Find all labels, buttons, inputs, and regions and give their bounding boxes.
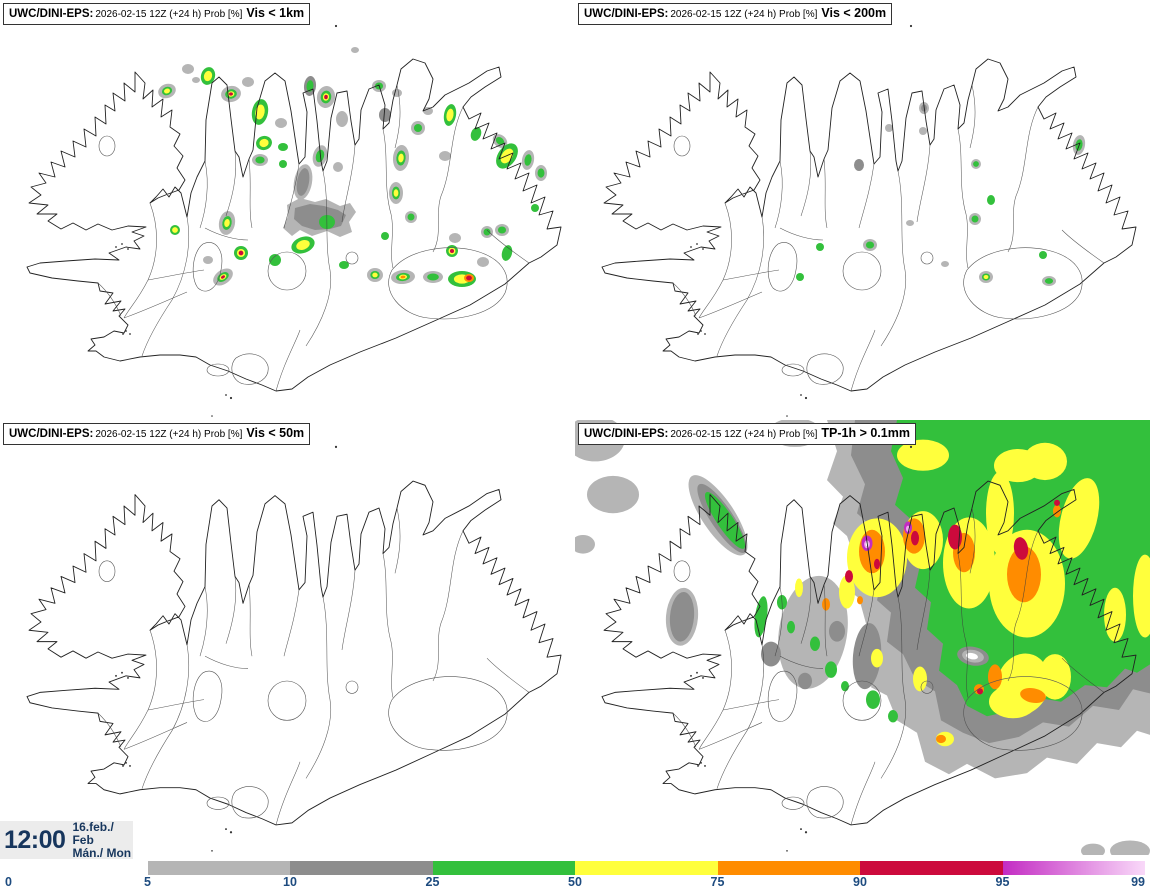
panel-title: UWC/DINI-EPS: 2026-02-15 12Z (+24 h) Prob… (3, 423, 311, 445)
colorbar-tick: 0 (5, 875, 12, 889)
model-name: UWC/DINI-EPS: (9, 428, 94, 440)
model-name: UWC/DINI-EPS: (584, 428, 669, 440)
variable-name: Vis < 1km (246, 6, 305, 20)
panel-title: UWC/DINI-EPS: 2026-02-15 12Z (+24 h) Prob… (3, 3, 311, 25)
probability-overlay (158, 47, 547, 287)
valid-date-line2: Mán./ Mon (72, 845, 132, 860)
colorbar-segment (290, 861, 433, 875)
colorbar-tick: 50 (568, 875, 582, 889)
colorbar-segment (147, 861, 290, 875)
variable-name: TP-1h > 0.1mm (821, 426, 910, 440)
variable-name: Vis < 200m (821, 6, 887, 20)
colorbar-tick: 75 (710, 875, 725, 889)
variable-name: Vis < 50m (246, 426, 305, 440)
colorbar-segment (860, 861, 1003, 875)
iceland-map (601, 24, 1137, 418)
colorbar-track (147, 861, 1145, 875)
model-name: UWC/DINI-EPS: (584, 8, 669, 20)
iceland-map (26, 24, 562, 418)
run-info: 2026-02-15 12Z (+24 h) Prob [%] (670, 9, 818, 20)
run-info: 2026-02-15 12Z (+24 h) Prob [%] (95, 9, 243, 20)
iceland-map (575, 420, 1150, 855)
colorbar-segment (717, 861, 860, 875)
probability-overlay (796, 102, 1086, 286)
colorbar-tick: 95 (995, 875, 1010, 889)
colorbar-tick: 10 (283, 875, 297, 889)
probability-overlay (575, 420, 1150, 855)
colorbar-tick: 90 (853, 875, 867, 889)
run-info: 2026-02-15 12Z (+24 h) Prob [%] (95, 429, 243, 440)
colorbar-ticks: 0 5 10 25 50 75 90 95 99 (5, 875, 1145, 890)
map-panel-vis-1km: UWC/DINI-EPS: 2026-02-15 12Z (+24 h) Prob… (0, 0, 575, 420)
map-panel-vis-50m: UWC/DINI-EPS: 2026-02-15 12Z (+24 h) Prob… (0, 420, 575, 855)
colorbar-tick: 25 (425, 875, 440, 889)
iceland-map (26, 445, 562, 853)
map-grid: UWC/DINI-EPS: 2026-02-15 12Z (+24 h) Prob… (0, 0, 1150, 855)
colorbar-tick: 99 (1131, 875, 1145, 889)
colorbar-segment (432, 861, 575, 875)
valid-time-box: 12:00 16.feb./ Feb Mán./ Mon (0, 819, 133, 860)
valid-date: 16.feb./ Feb Mán./ Mon (72, 819, 133, 860)
colorbar-segment (575, 861, 718, 875)
colorbar-tick: 5 (144, 875, 151, 889)
legend-footer: 0 5 10 25 50 75 90 95 99 (0, 855, 1150, 891)
valid-time: 12:00 (4, 825, 66, 854)
colorbar-segment (1002, 861, 1145, 875)
run-info: 2026-02-15 12Z (+24 h) Prob [%] (670, 429, 818, 440)
colorbar (5, 861, 1145, 875)
panel-title: UWC/DINI-EPS: 2026-02-15 12Z (+24 h) Prob… (578, 3, 893, 25)
map-panel-tp-1h: UWC/DINI-EPS: 2026-02-15 12Z (+24 h) Prob… (575, 420, 1150, 855)
valid-date-line1: 16.feb./ Feb (72, 819, 114, 847)
model-name: UWC/DINI-EPS: (9, 8, 94, 20)
map-panel-vis-200m: UWC/DINI-EPS: 2026-02-15 12Z (+24 h) Prob… (575, 0, 1150, 420)
panel-title: UWC/DINI-EPS: 2026-02-15 12Z (+24 h) Prob… (578, 423, 916, 445)
